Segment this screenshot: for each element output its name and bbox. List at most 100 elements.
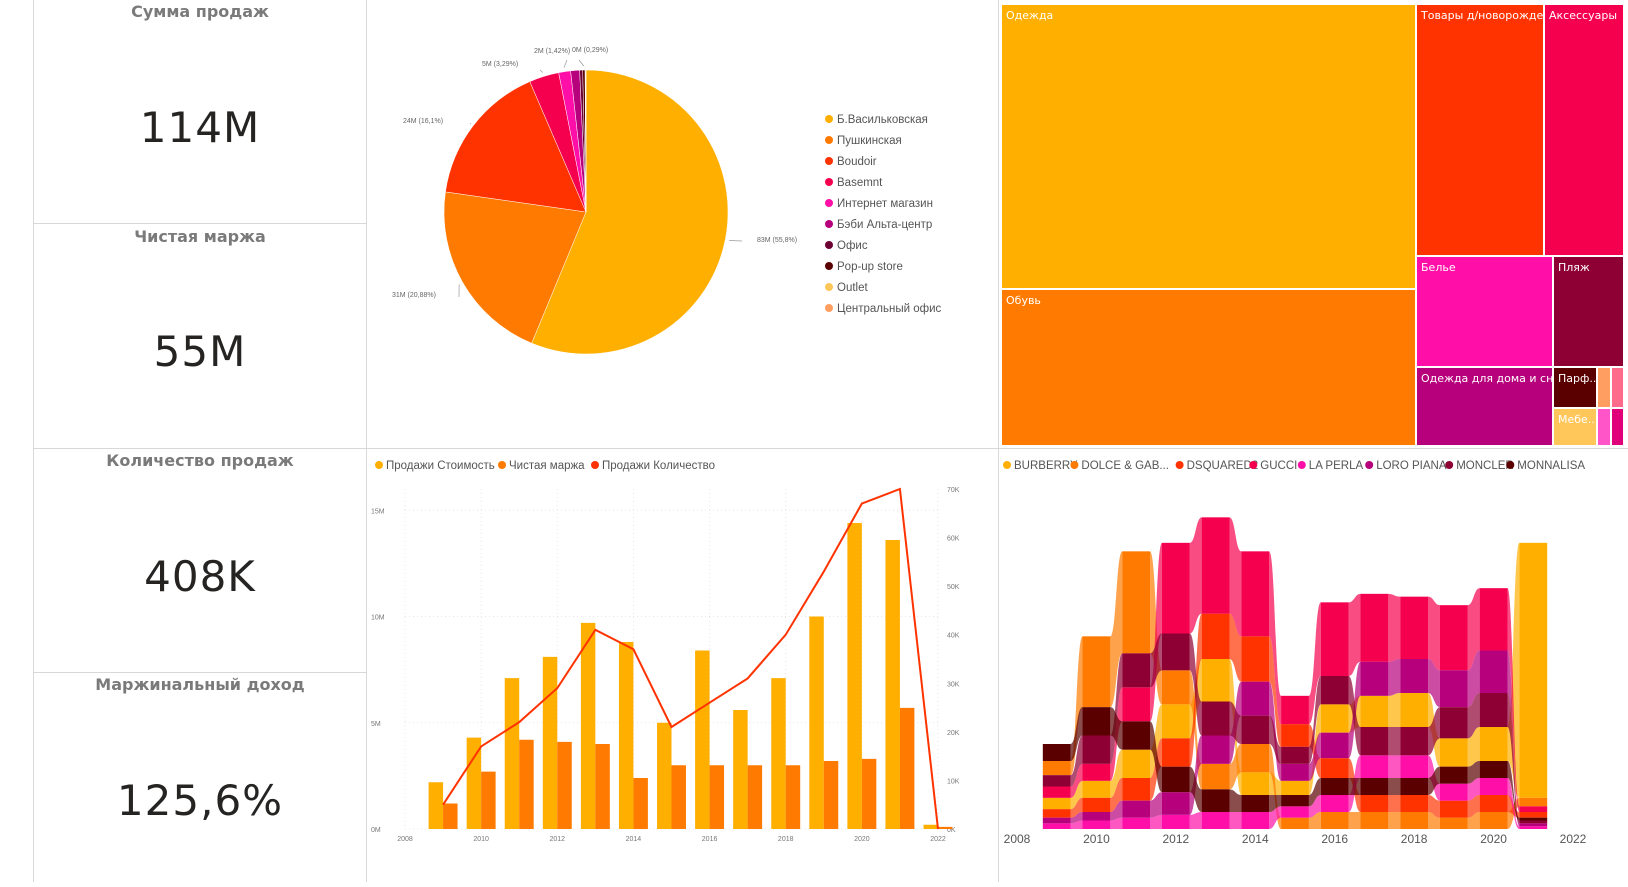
ribbon-segment <box>1202 736 1230 764</box>
kpi-card-marginal-income[interactable]: Маржинальный доход 125,6% <box>34 673 366 882</box>
bar-sales-value <box>924 825 938 829</box>
ribbon-segment <box>1241 795 1269 812</box>
ribbon-segment <box>1241 772 1269 795</box>
bar-net-margin <box>633 778 647 829</box>
legend-label: Boudoir <box>837 156 877 168</box>
ribbon-segment <box>1241 682 1269 716</box>
treemap-chart[interactable]: Одежда Обувь Товары д/новорожде... Аксес… <box>1001 4 1624 446</box>
ribbon-segment <box>1281 795 1309 806</box>
y-tick-label: 15M <box>371 508 385 515</box>
legend-label: BURBERRY <box>1014 460 1078 472</box>
pie-data-label: 5M (3,29%) <box>482 61 518 68</box>
pie-data-label: 83M (55,8%) <box>757 237 797 244</box>
legend-label: Интернет магазин <box>837 198 933 210</box>
bar-net-margin <box>938 827 952 829</box>
ribbon-segment <box>1043 775 1071 786</box>
legend-label: LA PERLA <box>1309 460 1364 472</box>
treemap-cell-homewear[interactable]: Одежда для дома и сна <box>1416 367 1553 446</box>
ribbon-segment <box>1162 670 1190 704</box>
kpi-card-sales-count[interactable]: Количество продаж 408K <box>34 449 366 672</box>
legend-marker <box>825 241 833 249</box>
treemap-cell-perfume[interactable]: Парф... <box>1553 367 1597 408</box>
ribbon-segment <box>1440 738 1468 766</box>
legend-label: DSQUARED2 <box>1187 460 1259 472</box>
ribbon-segment <box>1480 812 1508 829</box>
y-tick-label: 0M <box>371 827 381 834</box>
ribbon-band <box>1388 594 1400 662</box>
kpi-card-sales-sum[interactable]: Сумма продаж 114M <box>34 0 366 223</box>
bar-net-margin <box>710 765 724 829</box>
ribbon-segment <box>1321 812 1349 829</box>
ribbon-segment <box>1281 781 1309 795</box>
kpi-title: Чистая маржа <box>34 227 366 246</box>
pie-chart[interactable]: 83M (55,8%)31M (20,88%)24M (16,1%)5M (3,… <box>367 0 998 448</box>
legend-label: Офис <box>837 240 868 252</box>
legend-label: DOLCE & GAB... <box>1081 460 1169 472</box>
ribbon-band <box>1229 789 1241 812</box>
ribbon-segment <box>1321 602 1349 676</box>
kpi-card-net-margin[interactable]: Чистая маржа 55M <box>34 224 366 448</box>
treemap-cell-small[interactable] <box>1611 367 1624 408</box>
ribbon-segment <box>1083 812 1111 821</box>
ribbon-segment <box>1043 744 1071 761</box>
treemap-cell-clothes[interactable]: Одежда <box>1001 4 1416 289</box>
ribbon-band <box>1349 812 1361 829</box>
ribbon-segment <box>1202 764 1230 790</box>
kpi-value: 55M <box>34 327 366 376</box>
ribbon-segment <box>1440 707 1468 738</box>
treemap-cell-lingerie[interactable]: Белье <box>1416 256 1553 367</box>
ribbon-segment <box>1083 736 1111 764</box>
legend-marker <box>1506 461 1514 469</box>
ribbon-segment <box>1480 693 1508 727</box>
bar-sales-value <box>505 678 519 829</box>
treemap-cell-furniture[interactable]: Мебе... <box>1553 408 1597 446</box>
treemap-cell-small[interactable] <box>1597 367 1611 408</box>
ribbon-segment <box>1122 801 1150 818</box>
treemap-cell-small[interactable] <box>1597 408 1611 446</box>
legend-marker <box>1249 461 1257 469</box>
bar-sales-value <box>771 678 785 829</box>
treemap-cell-small[interactable] <box>1611 408 1624 446</box>
bar-sales-value <box>809 617 823 830</box>
x-tick-label: 2022 <box>930 836 946 843</box>
bar-sales-value <box>695 651 709 830</box>
ribbon-segment <box>1400 727 1428 755</box>
treemap-cell-shoes[interactable]: Обувь <box>1001 289 1416 446</box>
bar-sales-value <box>847 523 861 829</box>
x-tick-label: 2022 <box>1560 832 1587 846</box>
treemap-label: Одежда <box>1006 9 1053 22</box>
bar-sales-value <box>543 657 557 829</box>
ribbon-band <box>1388 693 1400 727</box>
ribbon-segment <box>1122 721 1150 749</box>
ribbon-segment <box>1281 806 1309 817</box>
bar-sales-value <box>429 782 443 829</box>
x-tick-label: 2020 <box>854 836 870 843</box>
treemap-cell-newborn[interactable]: Товары д/новорожде... <box>1416 4 1544 256</box>
legend-label: Outlet <box>837 282 868 294</box>
ribbon-segment <box>1043 809 1071 818</box>
ribbon-band <box>1388 755 1400 778</box>
treemap-label: Одежда для дома и сна <box>1421 372 1553 385</box>
ribbon-segment <box>1162 738 1190 766</box>
ribbon-segment <box>1202 659 1230 702</box>
bar-net-margin <box>557 742 571 829</box>
pie-chart-panel[interactable]: 83M (55,8%)31M (20,88%)24M (16,1%)5M (3,… <box>367 0 998 448</box>
ribbon-segment <box>1202 702 1230 736</box>
legend-label: Продажи Стоимость <box>386 460 495 472</box>
legend-marker <box>825 304 833 312</box>
ribbon-segment <box>1519 798 1547 807</box>
x-tick-label: 2008 <box>1004 832 1031 846</box>
ribbon-segment <box>1361 778 1389 795</box>
treemap-cell-accessories[interactable]: Аксессуары <box>1544 4 1624 256</box>
treemap-label: Товары д/новорожде... <box>1421 9 1544 22</box>
bar-net-margin <box>519 740 533 829</box>
ribbon-segment <box>1162 792 1190 815</box>
ribbon-segment <box>1202 812 1230 829</box>
x-tick-label: 2014 <box>1242 832 1269 846</box>
treemap-cell-beach[interactable]: Пляж <box>1553 256 1624 367</box>
ribbon-segment <box>1122 750 1150 778</box>
